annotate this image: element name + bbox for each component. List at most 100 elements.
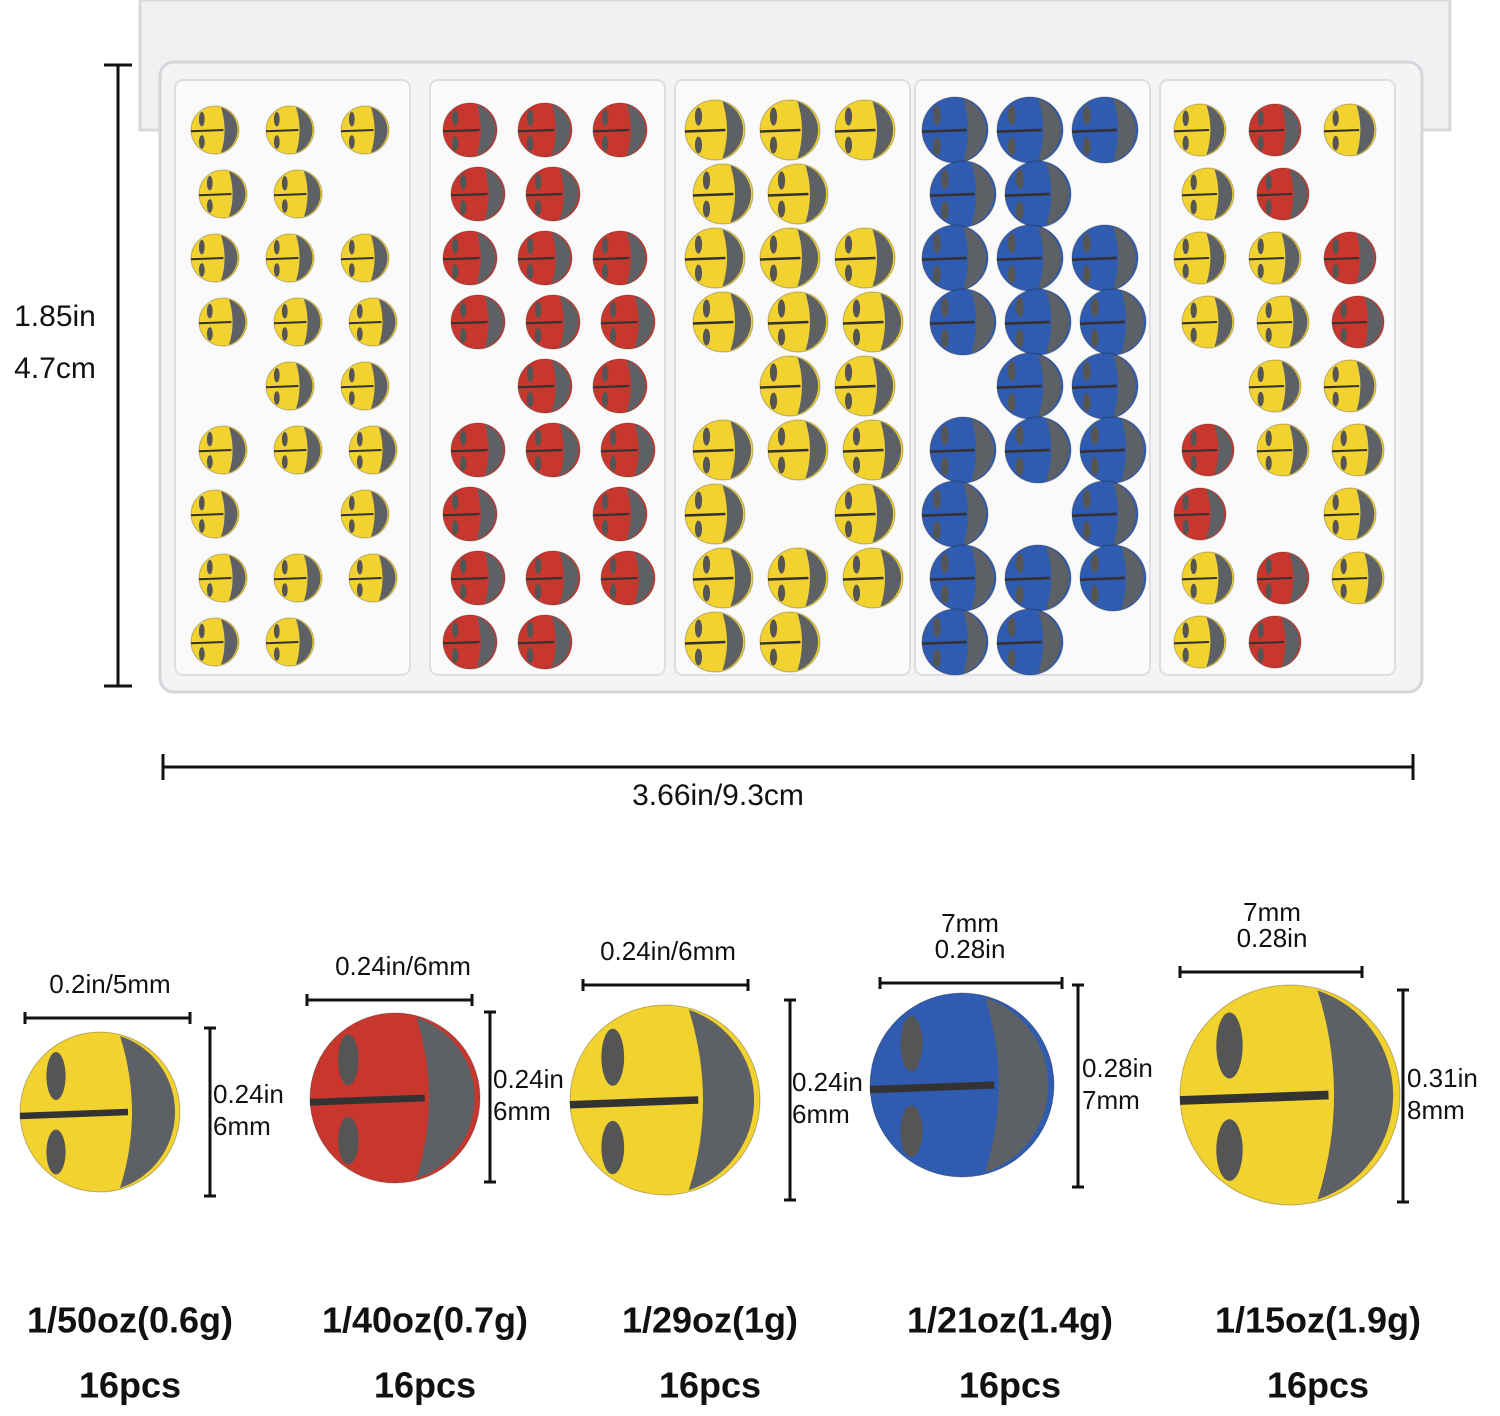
bead-eye: [601, 365, 609, 382]
bead-slit: [996, 640, 1042, 645]
bead-slit: [1004, 192, 1050, 197]
bead-eye: [1257, 110, 1264, 127]
bead-slit: [842, 576, 884, 581]
bead-lead: [296, 619, 313, 665]
bead-eye: [1265, 583, 1272, 599]
bead-eye: [1190, 455, 1197, 471]
bead-lead: [1281, 233, 1300, 283]
bead-eye: [1082, 265, 1091, 284]
bead-eye: [46, 1129, 66, 1175]
bead-eye: [1257, 647, 1264, 663]
bead-eye: [1015, 329, 1024, 348]
bead-eye: [1182, 263, 1189, 279]
bead-eye: [601, 1028, 625, 1086]
bead-eye: [534, 327, 542, 344]
bead-slit: [592, 512, 630, 517]
bead-eye: [281, 432, 288, 447]
bead-eye: [526, 135, 534, 152]
bead-eye: [46, 1052, 66, 1100]
bead-eye: [694, 136, 703, 154]
bead-lead: [559, 552, 579, 604]
bead-lead: [296, 107, 313, 153]
bead-eye: [702, 584, 711, 602]
bead-eye: [940, 585, 949, 604]
bead-lead: [722, 485, 744, 543]
width-label: 0.2in/5mm: [49, 969, 170, 999]
bead-eye: [852, 328, 861, 346]
bead-eye: [1332, 519, 1339, 535]
bead-eye: [940, 329, 949, 348]
bead-eye: [338, 1034, 359, 1086]
bead-slit: [198, 193, 232, 197]
bead-eye: [1182, 110, 1189, 127]
bead-eye: [526, 365, 534, 382]
bead-eye: [1190, 430, 1197, 447]
bead-lead: [880, 293, 902, 351]
bead-slit: [869, 1081, 995, 1094]
bead-eye: [1216, 1012, 1243, 1079]
bead-eye: [338, 1116, 359, 1165]
bead-eye: [1007, 617, 1016, 638]
bead-eye: [852, 427, 861, 446]
bead-eye: [694, 619, 703, 638]
bead-eye: [900, 1016, 923, 1072]
bead-eye: [526, 237, 534, 254]
bead-eye: [451, 519, 459, 536]
bead-eye: [609, 327, 617, 344]
width-label: 7mm: [1243, 897, 1301, 927]
bead-lead: [1356, 233, 1375, 283]
bead-eye: [356, 432, 363, 447]
bead-lead: [379, 299, 396, 345]
bead-eye: [198, 624, 205, 639]
bead-eye: [769, 107, 778, 126]
bead-eye: [1015, 457, 1024, 476]
height-label: 0.24in: [792, 1067, 863, 1097]
bead-eye: [932, 233, 941, 254]
bead-slit: [1323, 384, 1360, 389]
bead-eye: [1332, 263, 1339, 279]
bead-lead: [221, 619, 238, 665]
bead-lead: [963, 482, 986, 546]
bead-eye: [609, 557, 617, 574]
weight-label: 1/21oz(1.4g): [907, 1300, 1113, 1341]
bead-eye: [206, 455, 213, 469]
bead-eye: [1332, 391, 1339, 407]
bead-lead: [1206, 489, 1225, 539]
bead-slit: [996, 384, 1042, 389]
bead-eye: [1340, 302, 1347, 319]
bead-eye: [206, 199, 213, 213]
bead-eye: [940, 457, 949, 476]
bead-eye: [694, 107, 703, 126]
bead-eye: [609, 455, 617, 472]
bead-eye: [694, 491, 703, 510]
bead-eye: [940, 169, 949, 190]
bead-lead: [797, 613, 819, 671]
bead-eye: [1182, 622, 1189, 639]
bead-eye: [1015, 585, 1024, 604]
bead-eye: [1332, 494, 1339, 511]
bead-lead: [484, 168, 504, 220]
bead-eye: [348, 263, 355, 277]
bead-slit: [929, 320, 975, 325]
bead-slit: [265, 641, 299, 645]
bead-eye: [1265, 327, 1272, 343]
bead-slit: [1181, 192, 1218, 197]
bead-lead: [1356, 489, 1375, 539]
bead-lead: [229, 427, 246, 473]
count-label: 16pcs: [1267, 1365, 1369, 1406]
bead-eye: [702, 299, 711, 318]
bead-slit: [842, 448, 884, 453]
bead-slit: [1004, 448, 1050, 453]
bead-lead: [1281, 617, 1300, 667]
bead-lead: [626, 488, 646, 540]
bead-slit: [592, 128, 630, 133]
bead-lead: [476, 488, 496, 540]
bead-slit: [1004, 320, 1050, 325]
bead-slit: [442, 640, 480, 645]
count-label: 16pcs: [374, 1365, 476, 1406]
bead-eye: [206, 304, 213, 319]
bead-eye: [852, 456, 861, 474]
bead-slit: [834, 384, 876, 389]
